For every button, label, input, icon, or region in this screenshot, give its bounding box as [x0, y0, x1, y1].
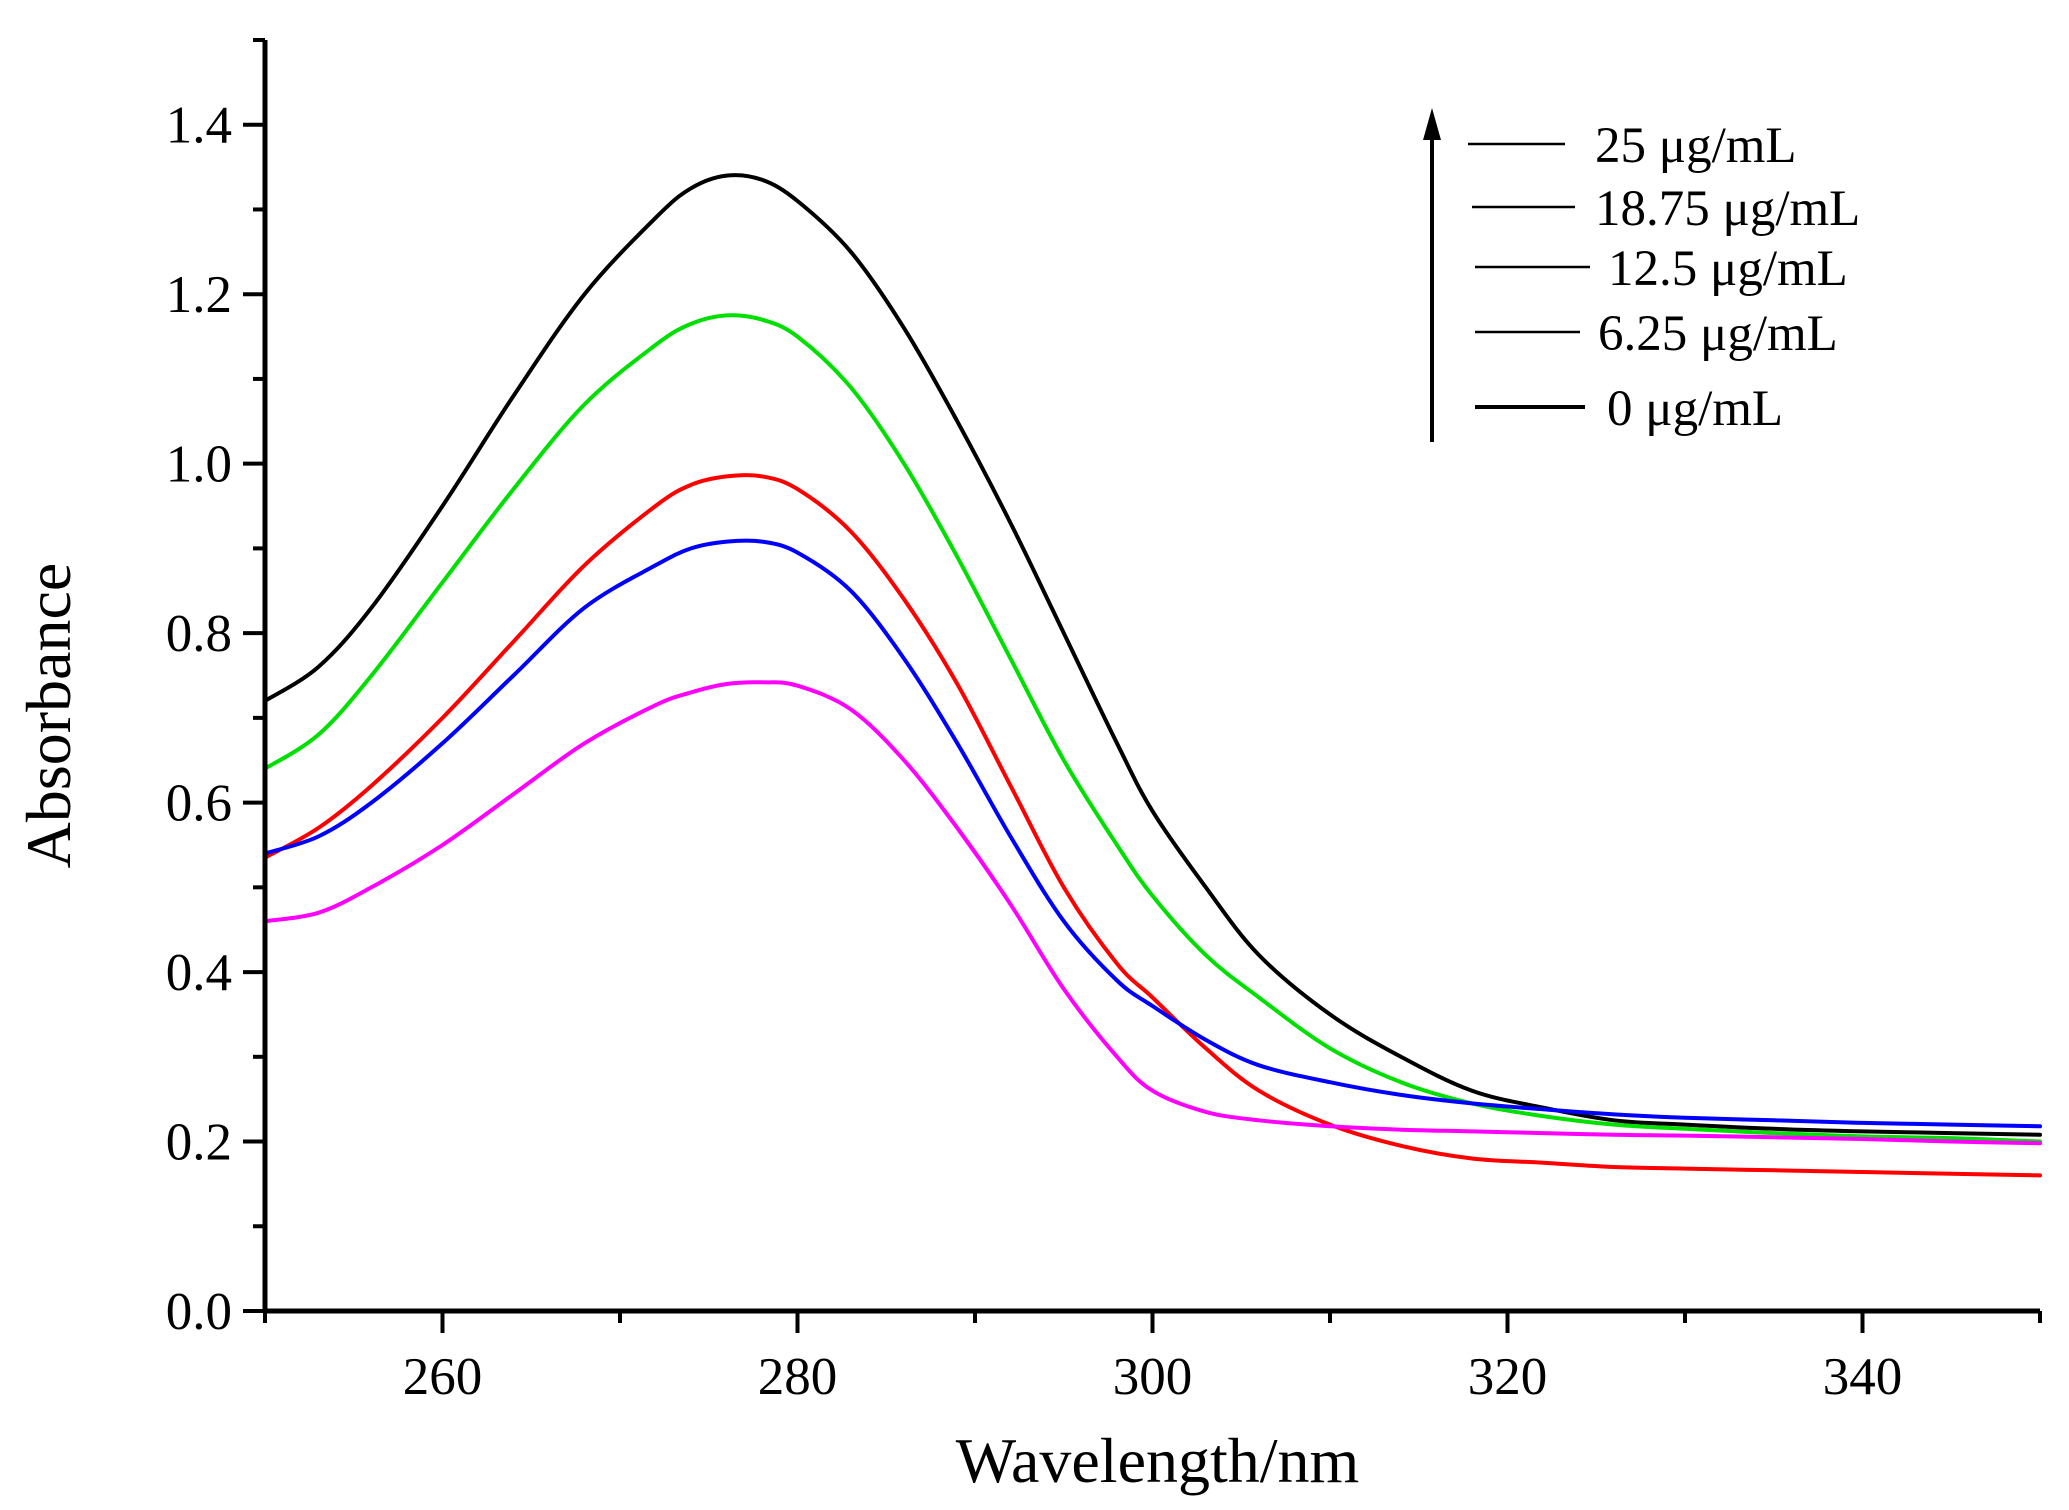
y-tick-label: 1.0 — [166, 436, 232, 494]
x-tick-label: 300 — [1113, 1348, 1193, 1406]
series-line-3 — [263, 473, 2042, 1178]
y-tick-label: 0.8 — [166, 605, 232, 663]
x-tick-label: 280 — [758, 1348, 838, 1406]
y-axis-title: Absorbance — [13, 563, 84, 869]
x-tick-label: 260 — [403, 1348, 483, 1406]
plot-series-group — [263, 173, 2042, 1178]
legend-label: 0 μg/mL — [1607, 381, 1783, 437]
legend-label: 12.5 μg/mL — [1608, 241, 1848, 297]
y-tick-label: 0.0 — [166, 1283, 232, 1341]
series-line-2 — [263, 313, 2042, 1144]
x-tick-label: 340 — [1823, 1348, 1903, 1406]
legend-label: 18.75 μg/mL — [1595, 181, 1860, 237]
x-tick-label: 320 — [1468, 1348, 1548, 1406]
legend-arrow-head — [1423, 108, 1441, 140]
y-tick-label: 0.4 — [166, 944, 232, 1002]
axes-group: 0.0 0.2 0.4 0.6 0.8 1.0 1.2 1.4 260 280 300 320 340 — [166, 38, 2042, 1406]
series-line-1 — [263, 173, 2042, 1137]
series-line-4 — [263, 538, 2042, 1129]
series-line-5 — [263, 680, 2042, 1146]
y-tick-label: 1.2 — [166, 266, 232, 324]
y-tick-label: 1.4 — [166, 97, 232, 155]
y-tick-label: 0.6 — [166, 775, 232, 833]
y-tick-label: 0.2 — [166, 1114, 232, 1172]
legend-label: 6.25 μg/mL — [1598, 306, 1838, 362]
legend-label: 25 μg/mL — [1595, 118, 1797, 174]
x-axis-title: Wavelength/nm — [956, 1425, 1360, 1496]
